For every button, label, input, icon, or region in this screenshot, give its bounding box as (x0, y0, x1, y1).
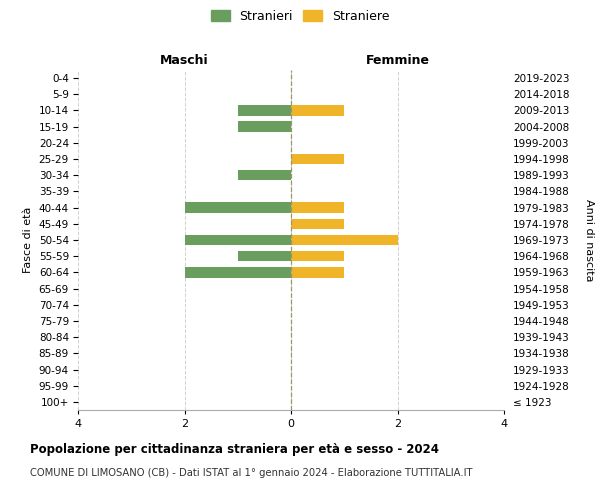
Bar (291, 154, 344, 164)
Bar (291, 251, 344, 262)
Bar (291, 105, 344, 116)
Bar (185, 234, 291, 246)
Y-axis label: Fasce di età: Fasce di età (23, 207, 33, 273)
Bar (291, 267, 344, 278)
Bar (291, 234, 398, 246)
Bar (185, 202, 291, 213)
Text: Maschi: Maschi (160, 54, 209, 68)
Bar (291, 218, 344, 229)
Legend: Stranieri, Straniere: Stranieri, Straniere (207, 6, 393, 26)
Bar (291, 202, 344, 213)
Text: Popolazione per cittadinanza straniera per età e sesso - 2024: Popolazione per cittadinanza straniera p… (30, 442, 439, 456)
Bar (238, 170, 291, 180)
Bar (185, 267, 291, 278)
Y-axis label: Anni di nascita: Anni di nascita (584, 198, 593, 281)
Bar (238, 122, 291, 132)
Bar (238, 105, 291, 116)
Text: Femmine: Femmine (365, 54, 430, 68)
Text: COMUNE DI LIMOSANO (CB) - Dati ISTAT al 1° gennaio 2024 - Elaborazione TUTTITALI: COMUNE DI LIMOSANO (CB) - Dati ISTAT al … (30, 468, 473, 477)
Bar (238, 251, 291, 262)
